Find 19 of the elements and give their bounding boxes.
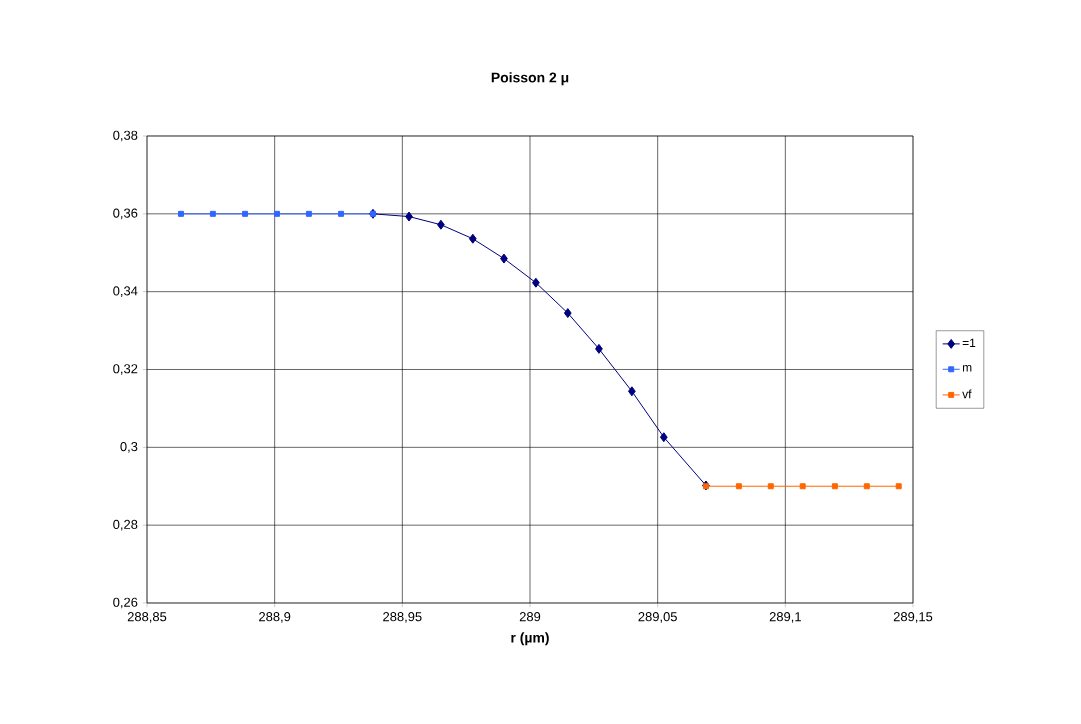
x-tick-label: 289,05: [638, 612, 677, 623]
y-tick-label: 0,26: [113, 597, 138, 609]
x-tick-label: 288,9: [259, 612, 291, 623]
y-tick-label: 0,3: [120, 441, 138, 453]
legend-label: vf: [962, 389, 972, 399]
y-tick-label: 0,32: [113, 364, 138, 375]
x-tick-label: 288,95: [383, 612, 422, 623]
legend-label: m: [962, 365, 972, 372]
y-tick-label: 0,38: [113, 130, 138, 142]
x-tick-label: 289: [519, 612, 541, 622]
x-tick-label: 289,1: [769, 612, 801, 623]
x-tick-label: 289,15: [893, 612, 933, 623]
legend-label: =1: [962, 338, 976, 347]
y-tick-label: 0,28: [113, 519, 138, 531]
y-tick-label: 0,34: [113, 286, 138, 298]
x-axis-title: r (µm): [511, 632, 549, 646]
chart-title: Poisson 2 μ: [491, 72, 569, 86]
x-tick-label: 288,85: [127, 612, 167, 623]
y-tick-label: 0,36: [113, 208, 138, 220]
